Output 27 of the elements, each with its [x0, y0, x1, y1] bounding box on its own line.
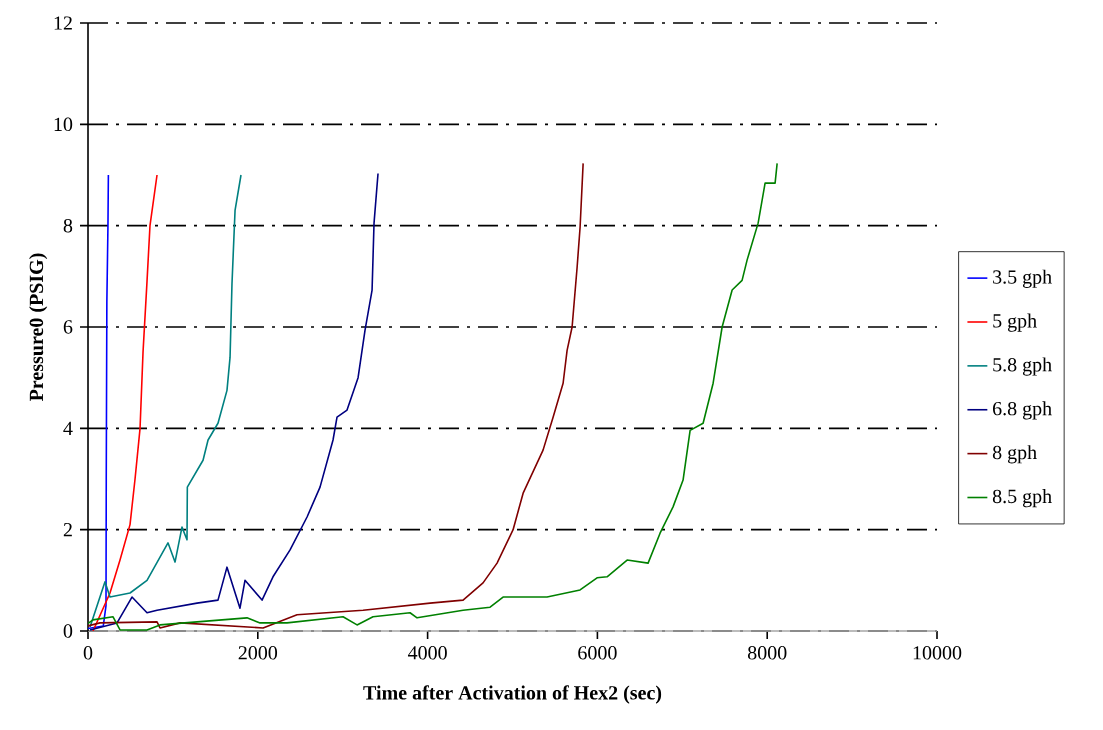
- x-tick-label: 4000: [407, 646, 447, 660]
- line-series: [88, 162, 584, 629]
- y-tick-label: 6: [63, 320, 73, 334]
- x-tick-label: 2000: [238, 646, 278, 660]
- x-tick-label: 6000: [578, 646, 617, 660]
- y-tick-label: 0: [63, 624, 73, 638]
- x-tick-label: 0: [83, 646, 93, 660]
- y-tick-label: 4: [63, 421, 73, 435]
- y-tick-label: 8: [63, 218, 73, 233]
- legend-label: 5 gph: [993, 313, 1037, 332]
- legend-label: 5.8 gph: [993, 357, 1052, 376]
- line-series: [92, 174, 158, 631]
- legend-label: 3.5 gph: [993, 269, 1052, 288]
- y-tick-label: 2: [63, 523, 72, 537]
- y-tick-label: 10: [54, 117, 73, 132]
- legend-label: 8.5 gph: [992, 489, 1052, 508]
- line-series: [88, 174, 110, 630]
- legend-label: 8 gph: [992, 445, 1037, 464]
- legend-label: 6.8 gph: [992, 401, 1052, 420]
- y-axis-title: Pressure0 (PSIG): [29, 253, 48, 401]
- y-tick-label: 12: [54, 16, 72, 30]
- x-tick-label: 10000: [913, 646, 962, 660]
- line-series: [88, 162, 778, 631]
- line-series: [89, 172, 379, 631]
- x-axis-title: Time after Activation of Hex2 (sec): [363, 685, 662, 704]
- x-tick-label: 8000: [747, 646, 787, 660]
- line-series: [89, 174, 242, 628]
